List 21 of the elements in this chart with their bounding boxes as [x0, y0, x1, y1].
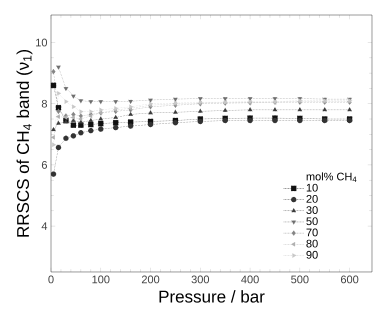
legend-label: 70 [306, 228, 318, 236]
x-tick-label: 400 [241, 276, 259, 284]
legend-label: 50 [306, 217, 318, 226]
legend-title: mol% CH$_{4}$ [306, 172, 356, 182]
x-tick-label: 100 [92, 276, 110, 284]
y-tick-label: 4 [42, 222, 48, 230]
legend-label: 30 [306, 206, 318, 214]
legend-label: 90 [306, 250, 318, 259]
y-tick-label: 10 [36, 38, 48, 46]
x-tick-label: 500 [291, 276, 309, 284]
legend-label: 80 [306, 240, 318, 248]
x-tick-label: 300 [192, 276, 210, 284]
x-tick-label: 600 [340, 276, 358, 284]
y-tick-label: 6 [42, 161, 47, 169]
x-tick-label: 0 [48, 276, 54, 284]
y-tick-label: 8 [42, 100, 47, 108]
x-tick-label: 200 [142, 276, 160, 284]
legend-label: 20 [306, 195, 318, 203]
legend-label: 10 [306, 184, 318, 192]
x-axis-title: Pressure / bar [160, 290, 265, 303]
y-axis-title: RRSCS of CH$_{4}$ band (ν$_{1}$) [16, 50, 32, 237]
